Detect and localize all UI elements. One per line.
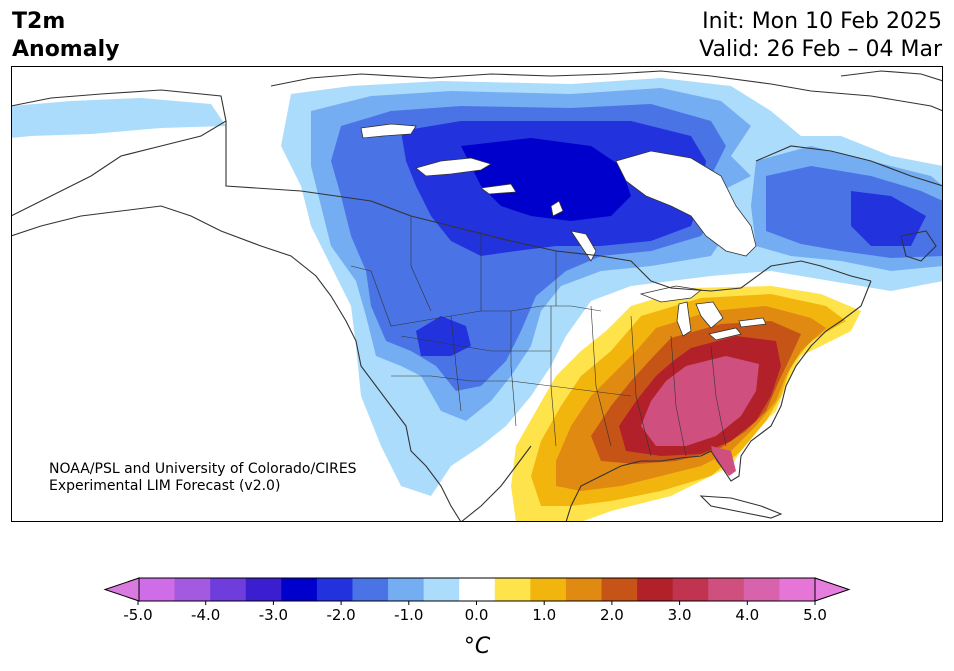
colorbar-tick-label: -4.0 <box>191 606 220 624</box>
forecast-dates: Init: Mon 10 Feb 2025 Valid: 26 Feb – 04… <box>699 8 942 64</box>
lakes <box>360 123 767 341</box>
colorbar-unit-label: °C <box>464 634 491 659</box>
lake-huron <box>695 301 724 329</box>
colorbar-tick-label: 1.0 <box>532 606 556 624</box>
colorbar-tick-label: -2.0 <box>326 606 355 624</box>
boundaries <box>11 70 943 522</box>
contour-blue-3c <box>416 316 471 356</box>
contour-light-blue-2 <box>11 98 226 138</box>
valid-range: Valid: 26 Feb – 04 Mar <box>699 37 942 62</box>
colorbar-segment <box>779 578 816 601</box>
colorbar-segment <box>672 578 709 601</box>
init-date: Init: Mon 10 Feb 2025 <box>702 9 942 34</box>
credit-text: NOAA/PSL and University of Colorado/CIRE… <box>49 461 357 495</box>
colorbar-tick-label: -5.0 <box>123 606 152 624</box>
canada-us-border <box>225 121 872 292</box>
colorbar-segment <box>245 578 282 601</box>
credit-line-1: NOAA/PSL and University of Colorado/CIRE… <box>49 461 357 477</box>
colorbar-segment <box>565 578 603 601</box>
newfoundland <box>900 230 937 262</box>
lake-athabasca <box>479 183 517 195</box>
variable-label: T2m <box>12 9 66 34</box>
colorbar-tick-label: -1.0 <box>394 606 423 624</box>
lake-winnipeg <box>570 230 597 262</box>
colorbar-over-extend <box>814 577 851 602</box>
contour-blue-3b <box>851 191 926 246</box>
credit-line-2: Experimental LIM Forecast (v2.0) <box>49 478 281 494</box>
arctic-coast <box>270 70 943 112</box>
alaska-coast <box>11 89 227 217</box>
east-coast <box>565 280 872 522</box>
warm-anomaly-field <box>511 286 861 522</box>
colorbar-tick-label: 3.0 <box>668 606 692 624</box>
colorbar-segment <box>423 578 460 601</box>
lake-erie <box>708 327 742 341</box>
colorbar-segment <box>139 578 176 601</box>
colorbar-under-extend <box>103 577 140 602</box>
anomaly-map <box>11 66 943 522</box>
colorbar-tick-label: 0.0 <box>465 606 489 624</box>
contour-magenta <box>641 356 759 446</box>
state-borders <box>350 216 727 457</box>
colorbar-segment <box>174 578 211 601</box>
colorbar-segment <box>388 578 425 601</box>
colorbar-segment <box>494 578 531 601</box>
labrador-coast <box>755 145 943 187</box>
lake-michigan <box>676 301 692 337</box>
colorbar-tick-label: 4.0 <box>735 606 759 624</box>
great-bear-lake <box>415 157 492 177</box>
hudson-bay <box>615 150 757 257</box>
colorbar-segment <box>637 578 674 601</box>
plot-title: T2m Anomaly <box>12 8 119 64</box>
colorbar-tick-label: -3.0 <box>259 606 288 624</box>
reindeer-lake <box>550 200 564 217</box>
gulf-coast-mexico <box>460 445 532 522</box>
colorbar-segment <box>530 578 567 601</box>
variable-sublabel: Anomaly <box>12 37 120 62</box>
colorbar-tick-label: 2.0 <box>600 606 624 624</box>
colorbar-tick-label: 5.0 <box>803 606 827 624</box>
colorbar-segment <box>210 578 247 601</box>
colorbar-segment <box>316 578 353 601</box>
aleutian-coast <box>11 205 462 522</box>
greenland-edge <box>840 70 943 82</box>
contour-deep-blue <box>461 138 631 221</box>
great-slave-lake <box>360 123 417 139</box>
cuba <box>699 495 783 519</box>
colorbar-segment <box>459 578 496 601</box>
contour-pink-florida <box>711 446 736 476</box>
colorbar-segment <box>352 578 389 601</box>
colorbar-segment <box>708 578 745 601</box>
colorbar-segment <box>743 578 780 601</box>
colorbar-segment <box>601 578 638 601</box>
colorbar: -5.0 -4.0 -3.0 -2.0 -1.0 0.0 1.0 2.0 3.0 4.0 5.0 °C <box>103 577 851 659</box>
colorbar-segment <box>281 578 318 601</box>
lake-ontario <box>738 317 767 328</box>
